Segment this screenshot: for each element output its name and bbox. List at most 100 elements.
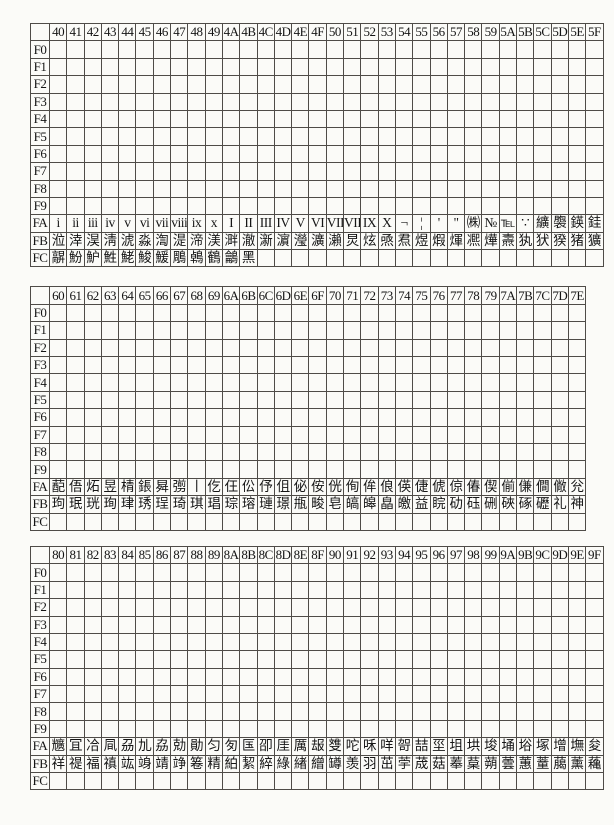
code-cell xyxy=(187,719,206,739)
column-header: 90 xyxy=(325,545,345,565)
code-cell xyxy=(516,460,535,479)
code-cell xyxy=(48,179,68,198)
code-cell xyxy=(325,772,345,791)
code-cell xyxy=(66,580,85,600)
code-cell xyxy=(221,598,241,617)
code-cell xyxy=(394,40,414,59)
code-cell xyxy=(256,356,275,375)
code-cell: 畯 xyxy=(308,495,327,514)
code-cell xyxy=(66,460,85,479)
code-cell xyxy=(66,373,85,392)
code-cell xyxy=(516,144,535,164)
code-cell: 蕙 xyxy=(516,754,535,774)
code-cell xyxy=(533,109,552,129)
code-cell xyxy=(481,563,500,582)
column-header: 78 xyxy=(464,286,483,305)
code-cell: 鶴 xyxy=(204,249,223,268)
table-row: F6 xyxy=(30,144,604,164)
code-cell xyxy=(429,75,448,94)
code-cell xyxy=(100,356,120,375)
code-cell xyxy=(550,196,569,216)
code-cell xyxy=(273,598,293,617)
code-cell: 禛 xyxy=(100,754,120,774)
code-cell xyxy=(498,615,518,634)
code-cell xyxy=(308,460,327,479)
code-cell xyxy=(48,598,68,617)
code-cell xyxy=(273,249,293,268)
code-cell xyxy=(308,580,327,600)
code-cell xyxy=(429,338,448,358)
code-cell xyxy=(100,57,120,77)
code-cell xyxy=(100,338,120,358)
code-cell xyxy=(118,772,137,791)
code-cell xyxy=(567,303,587,323)
code-cell: 瀇 xyxy=(308,231,327,251)
code-cell xyxy=(429,40,448,59)
code-cell xyxy=(48,144,68,164)
code-cell xyxy=(204,109,223,129)
code-cell xyxy=(152,303,172,323)
code-cell xyxy=(204,373,223,392)
code-cell xyxy=(585,632,604,652)
code-cell xyxy=(481,144,500,164)
code-cell xyxy=(377,57,396,77)
code-cell xyxy=(83,615,102,634)
column-header: 9B xyxy=(516,545,535,565)
code-cell xyxy=(567,425,587,444)
code-cell xyxy=(256,303,275,323)
code-cell xyxy=(412,196,431,216)
code-cell xyxy=(66,196,85,216)
code-cell xyxy=(239,144,258,164)
code-cell xyxy=(550,127,569,146)
code-cell xyxy=(585,598,604,617)
code-cell xyxy=(481,321,500,340)
code-cell xyxy=(48,109,68,129)
code-cell: 傔 xyxy=(516,477,535,497)
code-cell: 礼 xyxy=(550,495,569,514)
code-cell: III xyxy=(256,214,275,233)
code-cell xyxy=(429,162,448,181)
code-cell xyxy=(100,667,120,687)
code-cell xyxy=(118,179,137,198)
code-cell: 荢 xyxy=(394,754,414,774)
code-cell xyxy=(291,667,310,687)
code-cell: 咩 xyxy=(377,737,396,756)
code-cell xyxy=(135,580,154,600)
code-cell xyxy=(429,408,448,427)
code-cell xyxy=(256,321,275,340)
code-cell xyxy=(83,303,102,323)
code-cell: 勛 xyxy=(187,737,206,756)
code-cell xyxy=(221,460,241,479)
code-cell: 仡 xyxy=(204,477,223,497)
code-cell: 葈 xyxy=(464,754,483,774)
code-cell: vi xyxy=(135,214,154,233)
code-cell xyxy=(170,632,189,652)
code-cell xyxy=(429,719,448,739)
code-cell xyxy=(377,162,396,181)
code-cell xyxy=(377,303,396,323)
code-cell xyxy=(394,408,414,427)
code-cell: 凬 xyxy=(100,737,120,756)
table-row: F0 xyxy=(30,563,604,582)
code-cell xyxy=(516,40,535,59)
code-cell xyxy=(135,512,154,531)
code-cell xyxy=(343,338,362,358)
code-cell: 焄 xyxy=(394,231,414,251)
code-cell: 鵫 xyxy=(187,249,206,268)
code-cell: 湜 xyxy=(170,231,189,251)
column-header: 7E xyxy=(567,286,587,305)
code-cell xyxy=(567,321,587,340)
code-cell xyxy=(118,321,137,340)
code-cell xyxy=(118,650,137,669)
column-header: 73 xyxy=(377,286,396,305)
code-cell: 蘒 xyxy=(585,754,604,774)
code-cell xyxy=(256,249,275,268)
column-header: 8F xyxy=(308,545,327,565)
code-cell xyxy=(481,580,500,600)
code-cell xyxy=(498,580,518,600)
code-cell xyxy=(481,772,500,791)
table-row: F3 xyxy=(30,356,587,375)
code-cell xyxy=(567,162,587,181)
code-cell xyxy=(221,667,241,687)
table-row: F7 xyxy=(30,685,604,704)
